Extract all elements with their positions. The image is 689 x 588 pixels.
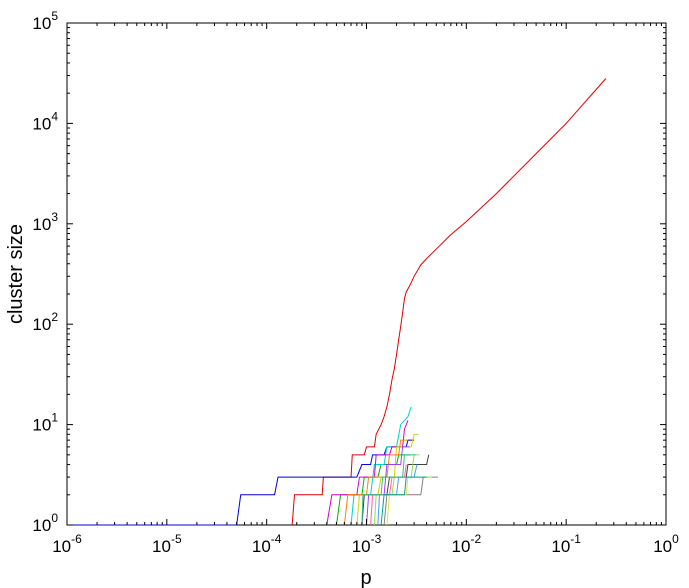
x-tick-label: 10-3 [352,532,382,556]
series-line-13 [361,454,416,526]
series-line-3 [335,454,412,526]
x-tick-label: 100 [653,532,679,556]
y-tick-label: 103 [32,210,58,234]
series-line-11 [377,464,418,526]
y-tick-label: 105 [32,9,58,33]
y-tick-label: 100 [32,511,58,535]
x-tick-label: 10-1 [551,532,581,556]
plot-frame [66,22,667,526]
x-tick-label: 10-2 [452,532,482,556]
y-tick-label: 104 [32,109,58,133]
y-tick-label: 102 [32,310,58,334]
series-layer [67,78,607,526]
y-tick-label: 101 [32,411,58,435]
x-tick-label: 10-4 [252,532,282,556]
x-axis-label: p [360,567,371,588]
series-line-14 [383,476,438,526]
series-line-16 [380,476,427,526]
series-line-12 [370,464,407,526]
x-tick-label: 10-6 [52,532,82,556]
x-tick-label: 10-5 [152,532,182,556]
y-axis-label: cluster size [5,224,27,324]
series-line-1 [291,78,607,526]
tick-layer: 10-6 10-5 10-4 10-3 10-2 10-1 100 100 101 102 103 1… [32,9,679,556]
